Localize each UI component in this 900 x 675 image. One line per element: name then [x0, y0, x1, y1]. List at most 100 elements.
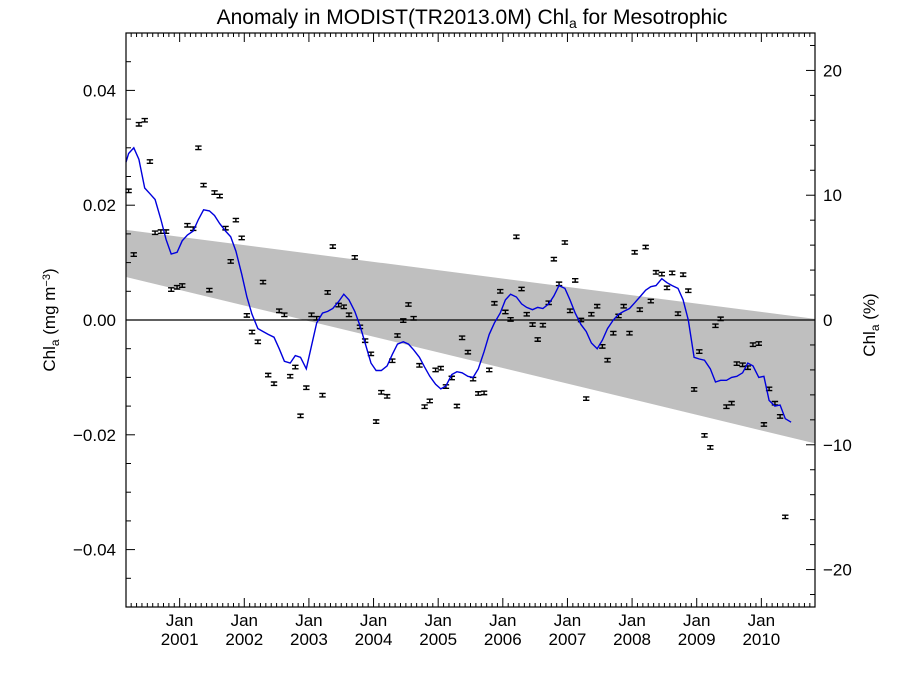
data-point [582, 396, 590, 402]
y-right-tick-label: 20 [823, 61, 842, 80]
data-point [701, 432, 708, 438]
data-point [345, 312, 353, 318]
x-tick-label-month: Jan [295, 611, 322, 630]
y-right-label-unit: (%) [860, 293, 879, 324]
data-point [383, 393, 391, 399]
data-point [243, 312, 251, 318]
data-point [550, 256, 558, 262]
data-point [534, 337, 541, 342]
data-point [329, 244, 337, 249]
data-point [351, 255, 359, 260]
y-left-label-sub: a [48, 339, 62, 346]
x-tick-label-month: Jan [424, 611, 451, 630]
data-point [254, 339, 262, 345]
y-right-label-main: Chl [860, 331, 879, 357]
data-point [717, 316, 724, 322]
y-left-tick-label: 0.02 [83, 196, 116, 215]
x-tick-label-year: 2010 [742, 630, 780, 649]
data-point [286, 373, 294, 379]
x-tick-label-month: Jan [360, 611, 387, 630]
data-point [561, 240, 569, 245]
x-tick-label-month: Jan [748, 611, 775, 630]
y-left-label-unit: (mg m [40, 287, 59, 340]
data-point [782, 514, 789, 520]
chart-title-suffix: for Mesotrophic [577, 6, 728, 29]
data-point [270, 381, 278, 387]
data-point [394, 333, 401, 338]
x-tick-label-year: 2009 [678, 630, 716, 649]
data-point [378, 389, 385, 395]
data-point [222, 225, 229, 231]
x-tick-label-month: Jan [554, 611, 581, 630]
data-point [437, 365, 444, 371]
data-point [486, 367, 493, 373]
data-point [658, 271, 666, 277]
x-tick-label-year: 2002 [225, 630, 263, 649]
data-point [513, 234, 520, 240]
data-point [297, 413, 304, 419]
data-point [281, 312, 288, 318]
data-point [141, 117, 148, 123]
data-point [130, 252, 137, 257]
data-point [292, 364, 299, 370]
data-point [647, 298, 655, 304]
x-tick-label-month: Jan [683, 611, 710, 630]
x-tick-label-year: 2006 [484, 630, 522, 649]
y-left-tick-label: −0.02 [73, 426, 116, 445]
data-point [248, 329, 256, 335]
data-point [421, 404, 428, 410]
x-tick-label-year: 2008 [613, 630, 651, 649]
data-point [410, 315, 417, 321]
data-point [400, 318, 407, 323]
data-point [539, 322, 547, 328]
data-point [502, 309, 509, 315]
x-tick-label-year: 2004 [355, 630, 393, 649]
y-left-tick-label: 0.00 [83, 311, 116, 330]
data-point [416, 362, 423, 368]
chart-title-main: Anomaly in MODIST(TR2013.0M) Chl [217, 6, 569, 29]
data-point [475, 391, 482, 396]
y-right-tick-label: 10 [823, 186, 842, 205]
y-right-tick-label: −20 [823, 561, 852, 580]
data-point [674, 311, 682, 317]
data-point [760, 422, 768, 427]
data-point [690, 387, 698, 392]
data-point [610, 330, 617, 336]
data-point [324, 290, 331, 295]
data-point [453, 403, 461, 409]
data-point [728, 400, 735, 406]
data-point [588, 311, 595, 317]
data-point [464, 349, 472, 355]
data-point [507, 317, 514, 322]
data-point [755, 341, 762, 346]
data-point [426, 398, 433, 404]
data-point [146, 159, 154, 164]
data-point [668, 270, 676, 276]
data-point [776, 414, 784, 419]
x-tick-label-month: Jan [489, 611, 516, 630]
smooth-series-line [125, 146, 792, 423]
data-point [642, 244, 649, 250]
data-point [227, 259, 234, 264]
data-point [631, 249, 638, 255]
chart-title: Anomaly in MODIST(TR2013.0M) Chla for Me… [217, 6, 728, 31]
data-point [259, 279, 267, 285]
y-right-tick-label: 0 [823, 311, 832, 330]
data-point [168, 287, 175, 292]
x-tick-label-month: Jan [618, 611, 645, 630]
data-point [151, 230, 159, 236]
data-point [432, 367, 439, 373]
data-point [200, 182, 207, 188]
data-point [206, 287, 213, 293]
data-point [195, 145, 202, 151]
x-tick-label-year: 2003 [290, 630, 328, 649]
trend-band [126, 229, 815, 444]
data-point [232, 217, 240, 223]
data-point [480, 390, 488, 396]
data-point [523, 311, 530, 317]
x-tick-label-month: Jan [166, 611, 193, 630]
data-point [685, 288, 692, 294]
y-left-label-main: Chl [40, 346, 59, 372]
data-point [652, 269, 660, 275]
